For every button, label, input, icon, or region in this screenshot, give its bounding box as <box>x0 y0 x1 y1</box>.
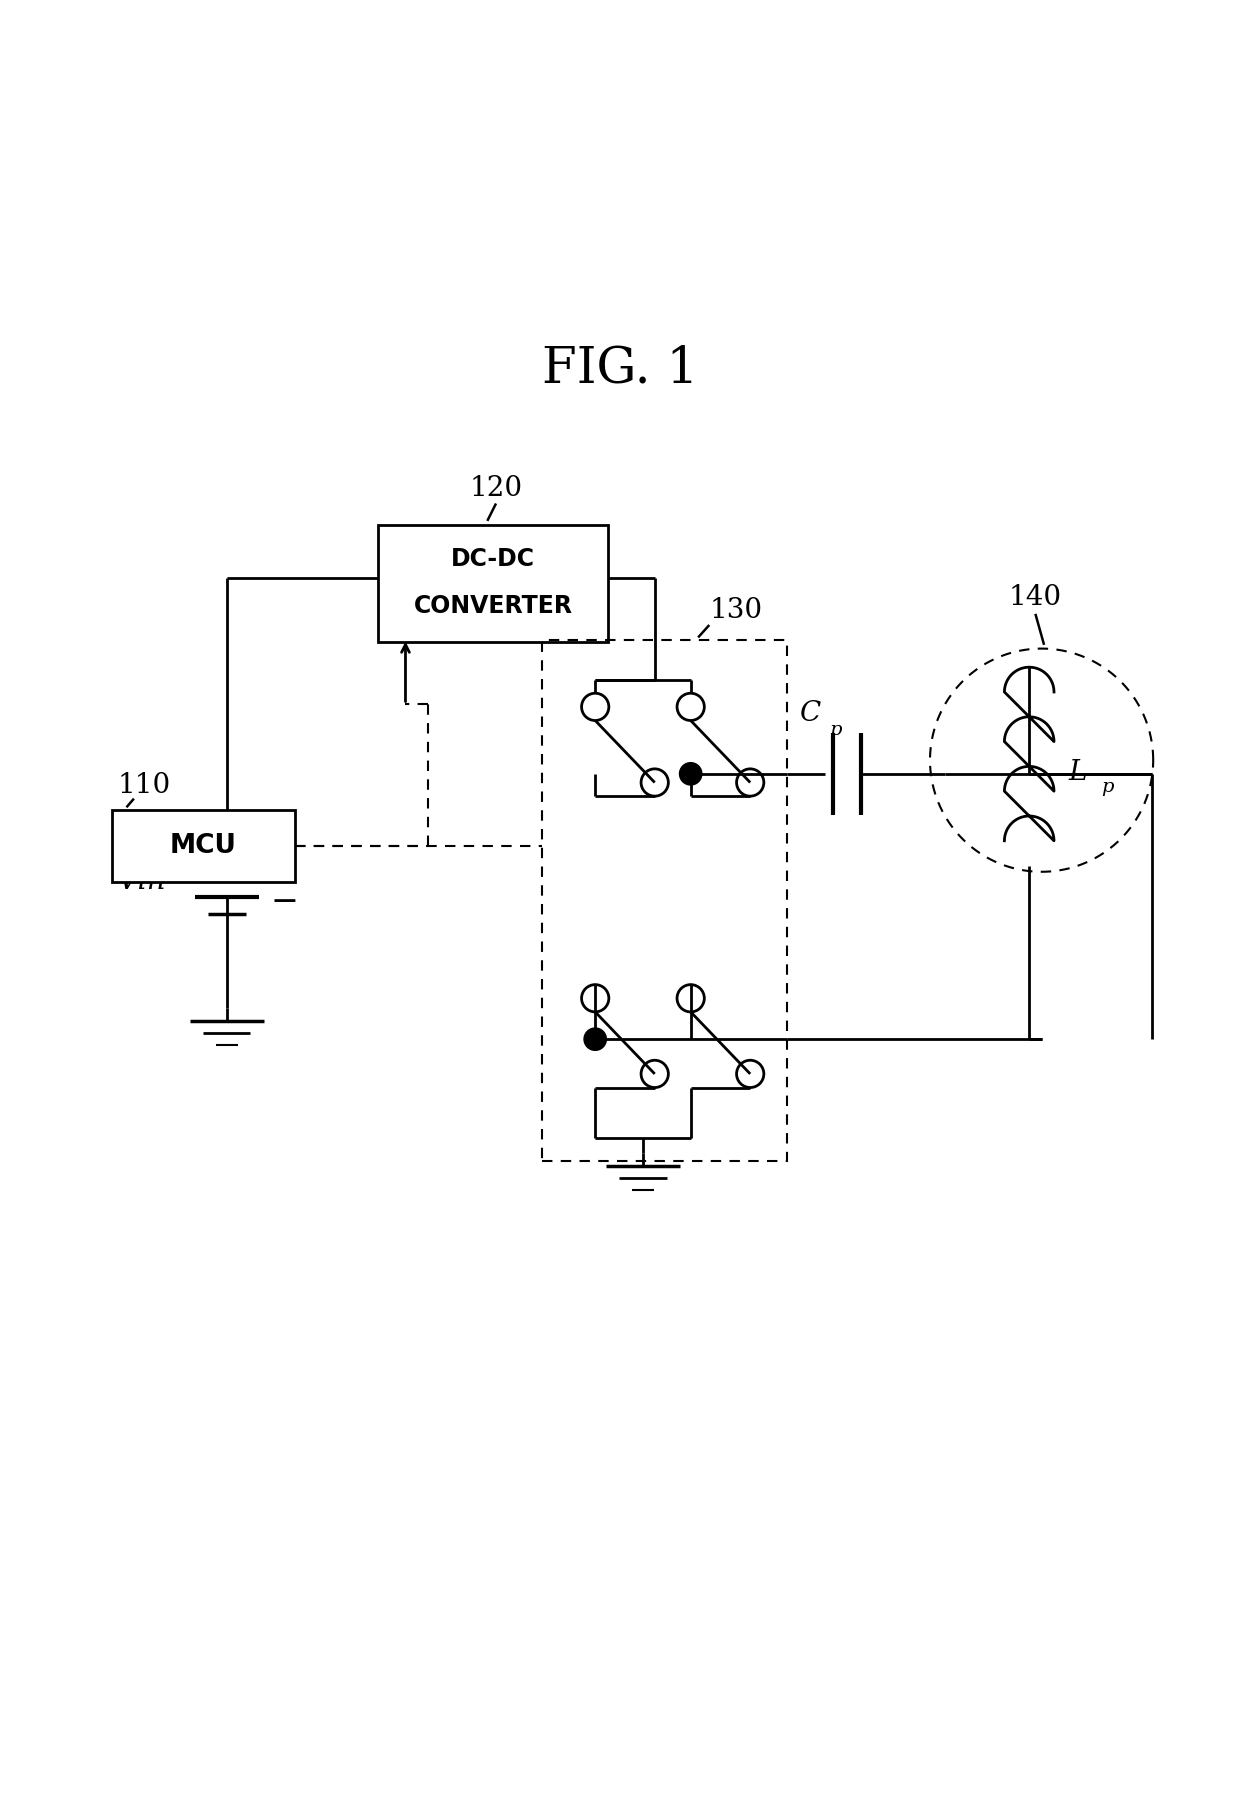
Text: CONVERTER: CONVERTER <box>413 595 573 618</box>
Text: Vin: Vin <box>118 867 166 896</box>
Text: DC-DC: DC-DC <box>451 548 534 571</box>
Text: p: p <box>1101 778 1114 796</box>
Circle shape <box>584 1028 606 1050</box>
Bar <box>542 640 787 1160</box>
Text: 140: 140 <box>1009 584 1061 611</box>
Text: 130: 130 <box>709 596 763 624</box>
Text: C: C <box>800 700 821 727</box>
Text: 110: 110 <box>118 772 171 798</box>
Circle shape <box>680 763 702 785</box>
Bar <box>378 524 608 642</box>
Text: p: p <box>830 722 842 740</box>
Text: MCU: MCU <box>170 832 237 859</box>
Text: 120: 120 <box>470 475 522 502</box>
Bar <box>112 810 295 881</box>
Text: +: + <box>270 843 296 872</box>
Text: FIG. 1: FIG. 1 <box>542 344 698 393</box>
Text: −: − <box>270 885 299 917</box>
Text: L: L <box>1069 760 1087 787</box>
